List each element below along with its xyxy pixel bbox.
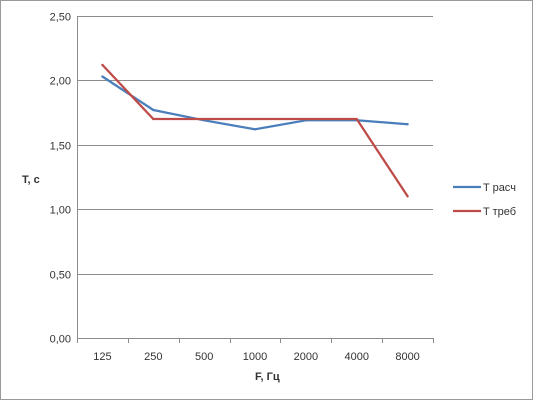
- data-point: [202, 117, 206, 121]
- data-point: [355, 117, 358, 121]
- legend-label: T треб: [483, 206, 516, 218]
- data-point: [406, 122, 409, 126]
- data-point: [101, 63, 104, 67]
- data-point: [101, 75, 104, 78]
- legend-label: T расч: [483, 182, 516, 194]
- data-point: [304, 117, 308, 121]
- x-tick-label: 2000: [294, 351, 318, 363]
- series-line-1: [101, 75, 408, 131]
- data-point: [253, 117, 257, 121]
- data-point: [152, 117, 155, 121]
- y-tick-label: 2,00: [50, 76, 71, 88]
- y-tick-label: 2,50: [50, 12, 71, 24]
- y-axis-title: T, c: [22, 174, 40, 186]
- x-tick-label: 8000: [395, 351, 419, 363]
- y-tick-label: 0,50: [50, 270, 71, 282]
- x-tick-label: 4000: [344, 351, 368, 363]
- x-tick-label: 250: [144, 351, 162, 363]
- x-tick-label: 1000: [243, 351, 267, 363]
- data-point: [253, 128, 257, 131]
- data-point: [152, 108, 155, 112]
- x-axis-title: F, Гц: [255, 371, 280, 383]
- y-tick-label: 1,00: [50, 205, 71, 217]
- series-lines: [101, 63, 409, 198]
- x-tick-labels: 125 250 500 1000 2000 4000 8000: [93, 351, 420, 363]
- x-tick-label: 500: [195, 351, 213, 363]
- series-line-2: [101, 64, 409, 197]
- x-tick-label: 125: [93, 351, 111, 363]
- y-tick-label: 0,00: [50, 334, 71, 346]
- legend: T расч T треб: [453, 182, 516, 218]
- data-point: [406, 195, 409, 198]
- y-tick-label: 1,50: [50, 141, 71, 153]
- y-tick-labels: 0,00 0,50 1,00 1,50 2,00 2,50: [50, 12, 71, 346]
- grid-lines: [77, 16, 434, 343]
